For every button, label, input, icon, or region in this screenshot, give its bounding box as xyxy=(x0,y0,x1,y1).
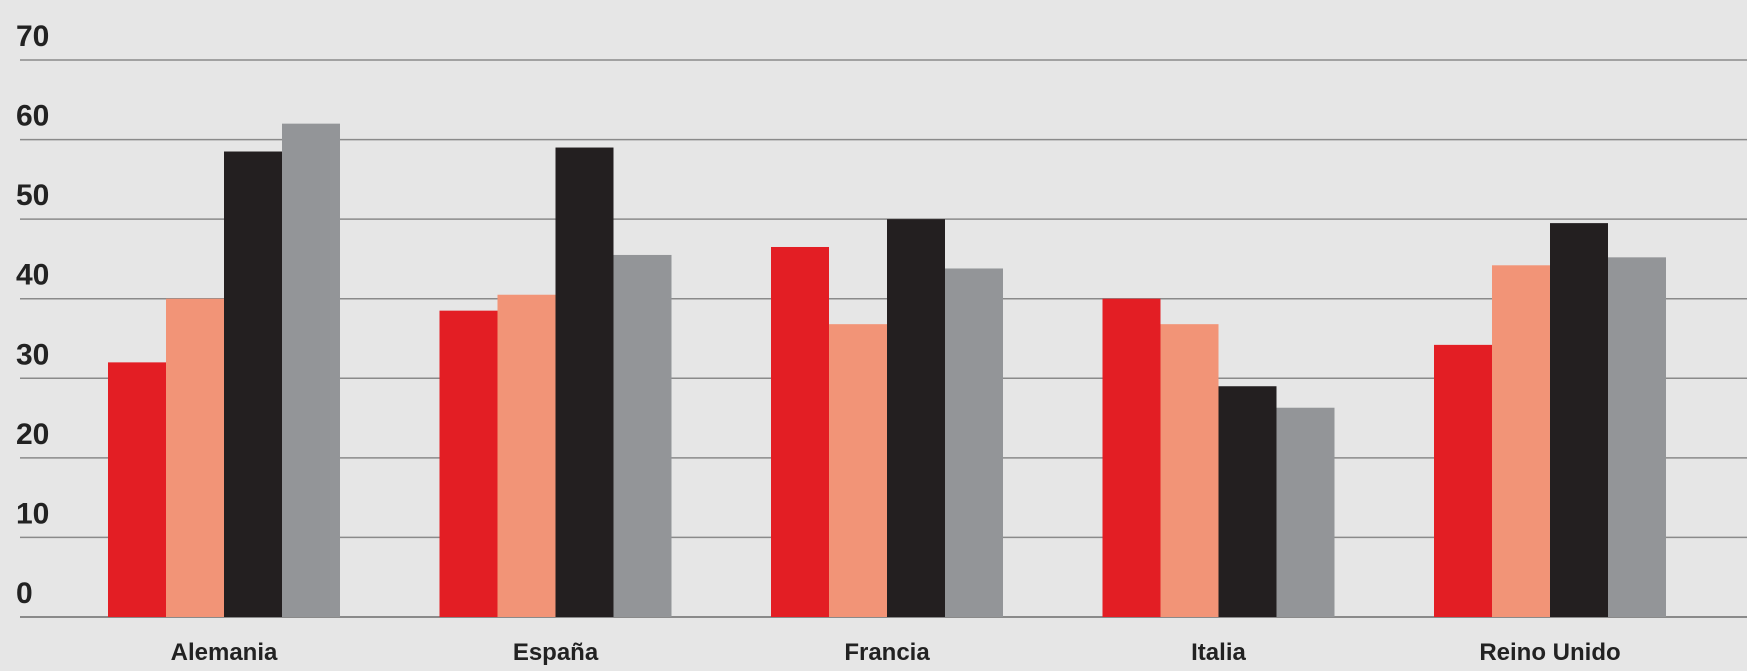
bar xyxy=(555,147,614,617)
x-tick-label: Reino Unido xyxy=(1479,639,1620,666)
y-tick-label: 0 xyxy=(16,577,33,610)
bar xyxy=(1434,344,1492,617)
bar xyxy=(1608,257,1666,617)
y-tick-label: 40 xyxy=(16,259,49,292)
y-tick-label: 20 xyxy=(16,418,49,451)
bar xyxy=(1160,324,1219,617)
bar xyxy=(108,362,166,617)
bar xyxy=(887,219,945,617)
bar xyxy=(282,123,340,618)
x-tick-label: Alemania xyxy=(171,639,278,666)
bar xyxy=(1276,407,1335,617)
bar xyxy=(1218,386,1277,617)
bar xyxy=(497,294,556,617)
y-tick-label: 70 xyxy=(16,20,49,53)
y-tick-label: 50 xyxy=(16,179,49,212)
bar xyxy=(1102,298,1161,617)
y-axis-ticks: 0 10 20 30 40 50 60 70 xyxy=(16,20,49,610)
x-tick-label: España xyxy=(513,639,599,666)
bar xyxy=(439,310,498,617)
y-tick-label: 30 xyxy=(16,338,49,371)
bar xyxy=(1492,265,1550,617)
bar xyxy=(771,246,829,617)
bars xyxy=(108,123,1666,618)
bar xyxy=(1550,223,1608,617)
x-tick-label: Francia xyxy=(844,639,930,666)
y-tick-label: 60 xyxy=(16,100,49,133)
y-tick-label: 10 xyxy=(16,497,49,530)
bar xyxy=(224,151,282,617)
x-tick-label: Italia xyxy=(1191,639,1246,666)
x-axis-ticks: Alemania España Francia Italia Reino Unido xyxy=(171,639,1621,666)
bar xyxy=(613,254,672,617)
bar xyxy=(829,324,887,617)
bar xyxy=(166,298,224,617)
bar xyxy=(945,268,1003,617)
